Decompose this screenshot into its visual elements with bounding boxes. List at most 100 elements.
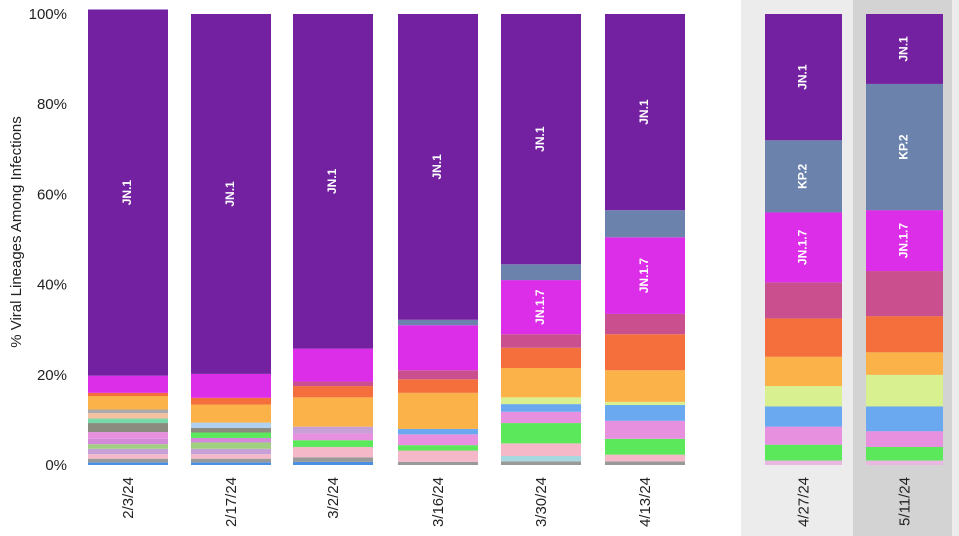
bar-segment <box>605 438 685 455</box>
bar-segment <box>293 457 373 462</box>
bar-5-11-24: JN.1.7 KP.2 JN.1 <box>866 14 943 465</box>
x-tick-label: 4/27/24 <box>796 477 813 527</box>
bar-segment <box>398 319 478 326</box>
bar-segment <box>88 413 168 419</box>
bar-segment <box>765 356 842 387</box>
bars: JN.1 JN.1 JN.1JN.1JN.1.7JN.1JN.1.7JN.1JN.1… <box>88 9 943 465</box>
x-tick-label: 2/3/24 <box>120 477 137 519</box>
x-axis-labels: 2/3/24 2/17/24 3/2/24 3/16/24 3/30/24 4/13/24… <box>120 477 914 527</box>
bar-segment <box>501 455 581 462</box>
bar-segment <box>765 14 842 141</box>
bar-segment <box>88 438 168 445</box>
bar-segment <box>88 395 168 410</box>
bar-segment <box>293 440 373 447</box>
y-tick-label: 40% <box>37 277 67 294</box>
bar-segment <box>605 210 685 238</box>
y-tick-label: 80% <box>37 96 67 113</box>
bar-segment <box>88 9 168 376</box>
bar-segment <box>88 448 168 455</box>
bar-segment <box>191 404 271 423</box>
bar-segment <box>191 428 271 433</box>
bar-segment <box>501 411 581 424</box>
bar-segment <box>605 370 685 402</box>
bar-segment <box>605 454 685 462</box>
segment-label: JN.1 <box>897 36 911 62</box>
bar-segment <box>605 401 685 406</box>
bar-segment <box>501 368 581 398</box>
segment-label: KP.2 <box>897 134 911 159</box>
y-axis-label: % Viral Lineages Among Infections <box>8 116 25 348</box>
bar-segment <box>605 313 685 335</box>
bar-segment <box>88 462 168 465</box>
bar-segment <box>501 397 581 405</box>
bar-segment <box>501 404 581 412</box>
bar-segment <box>293 426 373 434</box>
bar-segment <box>398 379 478 393</box>
bar-segment <box>398 14 478 320</box>
bar-segment <box>398 461 478 465</box>
x-tick-label: 5/11/24 <box>897 477 914 526</box>
bar-segment <box>398 370 478 380</box>
bar-segment <box>605 420 685 439</box>
y-tick-label: 60% <box>37 186 67 203</box>
bar-segment <box>398 445 478 451</box>
y-tick-label: 0% <box>45 457 67 474</box>
x-tick-label: 3/16/24 <box>430 477 447 527</box>
segment-label: JN.1 <box>637 99 651 125</box>
bar-segment <box>501 14 581 265</box>
bar-segment <box>293 461 373 465</box>
bar-segment <box>605 14 685 211</box>
segment-label: JN.1 <box>796 64 810 90</box>
bar-segment <box>293 397 373 427</box>
segment-label: JN.1 <box>120 180 134 206</box>
bar-segment <box>191 462 271 465</box>
y-tick-label: 20% <box>37 367 67 384</box>
bar-3-2-24: JN.1 <box>293 14 373 465</box>
bar-segment <box>191 14 271 374</box>
segment-label: JN.1 <box>430 154 444 180</box>
bar-segment <box>501 264 581 281</box>
bar-segment <box>398 434 478 446</box>
bar-segment <box>501 334 581 348</box>
bar-segment <box>293 433 373 441</box>
bar-segment <box>293 386 373 398</box>
bar-segment <box>765 140 842 213</box>
bar-segment <box>398 450 478 462</box>
bar-segment <box>398 325 478 371</box>
bar-segment <box>191 448 271 455</box>
bar-segment <box>866 14 943 84</box>
bar-segment <box>88 454 168 459</box>
bar-segment <box>88 418 168 424</box>
bar-segment <box>501 461 581 465</box>
bar-segment <box>398 392 478 429</box>
bar-3-30-24: JN.1.7 JN.1 <box>501 14 581 465</box>
segment-label: KP.2 <box>796 163 810 188</box>
bar-segment <box>191 458 271 463</box>
bar-segment <box>866 406 943 432</box>
bar-segment <box>866 431 943 447</box>
bar-segment <box>866 352 943 375</box>
bar-segment <box>765 212 842 283</box>
y-axis-ticks: 0% 20% 40% 60% 80% 100% <box>29 6 67 474</box>
bar-segment <box>866 316 943 353</box>
bar-segment <box>866 460 943 465</box>
segment-label: JN.1.7 <box>796 229 810 265</box>
bar-segment <box>765 318 842 357</box>
bar-segment <box>765 406 842 427</box>
bar-segment <box>765 282 842 319</box>
bar-segment <box>293 14 373 349</box>
bar-segment <box>88 375 168 393</box>
bar-segment <box>293 348 373 382</box>
bar-segment <box>605 334 685 371</box>
bar-2-17-24: JN.1 <box>191 14 271 465</box>
y-tick-label: 100% <box>29 6 67 23</box>
bar-segment <box>88 458 168 463</box>
x-tick-label: 3/30/24 <box>533 477 550 527</box>
bar-segment <box>605 237 685 314</box>
segment-label: JN.1 <box>223 181 237 207</box>
bar-segment <box>191 437 271 443</box>
bar-segment <box>866 210 943 272</box>
bar-segment <box>191 454 271 459</box>
segment-label: JN.1.7 <box>533 289 547 325</box>
